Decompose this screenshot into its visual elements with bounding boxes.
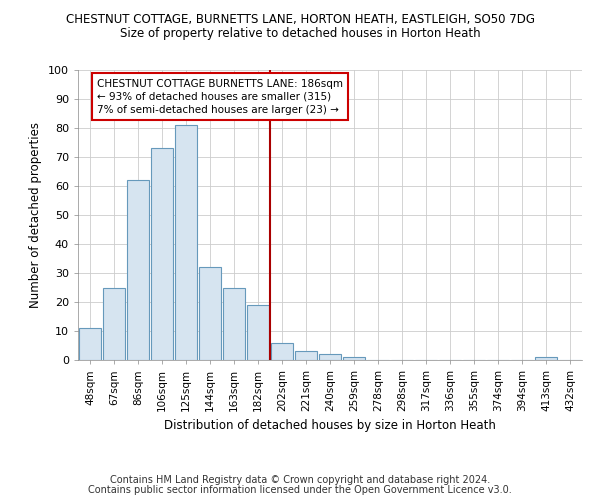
Text: CHESTNUT COTTAGE BURNETTS LANE: 186sqm
← 93% of detached houses are smaller (315: CHESTNUT COTTAGE BURNETTS LANE: 186sqm ←… <box>97 78 343 115</box>
Bar <box>175 125 197 360</box>
Text: Size of property relative to detached houses in Horton Heath: Size of property relative to detached ho… <box>119 28 481 40</box>
Bar <box>247 305 269 360</box>
Bar <box>535 357 557 360</box>
X-axis label: Distribution of detached houses by size in Horton Heath: Distribution of detached houses by size … <box>164 420 496 432</box>
Y-axis label: Number of detached properties: Number of detached properties <box>29 122 43 308</box>
Bar <box>319 354 341 360</box>
Bar <box>127 180 149 360</box>
Bar <box>295 352 317 360</box>
Text: CHESTNUT COTTAGE, BURNETTS LANE, HORTON HEATH, EASTLEIGH, SO50 7DG: CHESTNUT COTTAGE, BURNETTS LANE, HORTON … <box>65 12 535 26</box>
Text: Contains HM Land Registry data © Crown copyright and database right 2024.: Contains HM Land Registry data © Crown c… <box>110 475 490 485</box>
Bar <box>271 342 293 360</box>
Bar <box>223 288 245 360</box>
Bar <box>103 288 125 360</box>
Text: Contains public sector information licensed under the Open Government Licence v3: Contains public sector information licen… <box>88 485 512 495</box>
Bar <box>79 328 101 360</box>
Bar <box>199 267 221 360</box>
Bar <box>151 148 173 360</box>
Bar <box>343 357 365 360</box>
